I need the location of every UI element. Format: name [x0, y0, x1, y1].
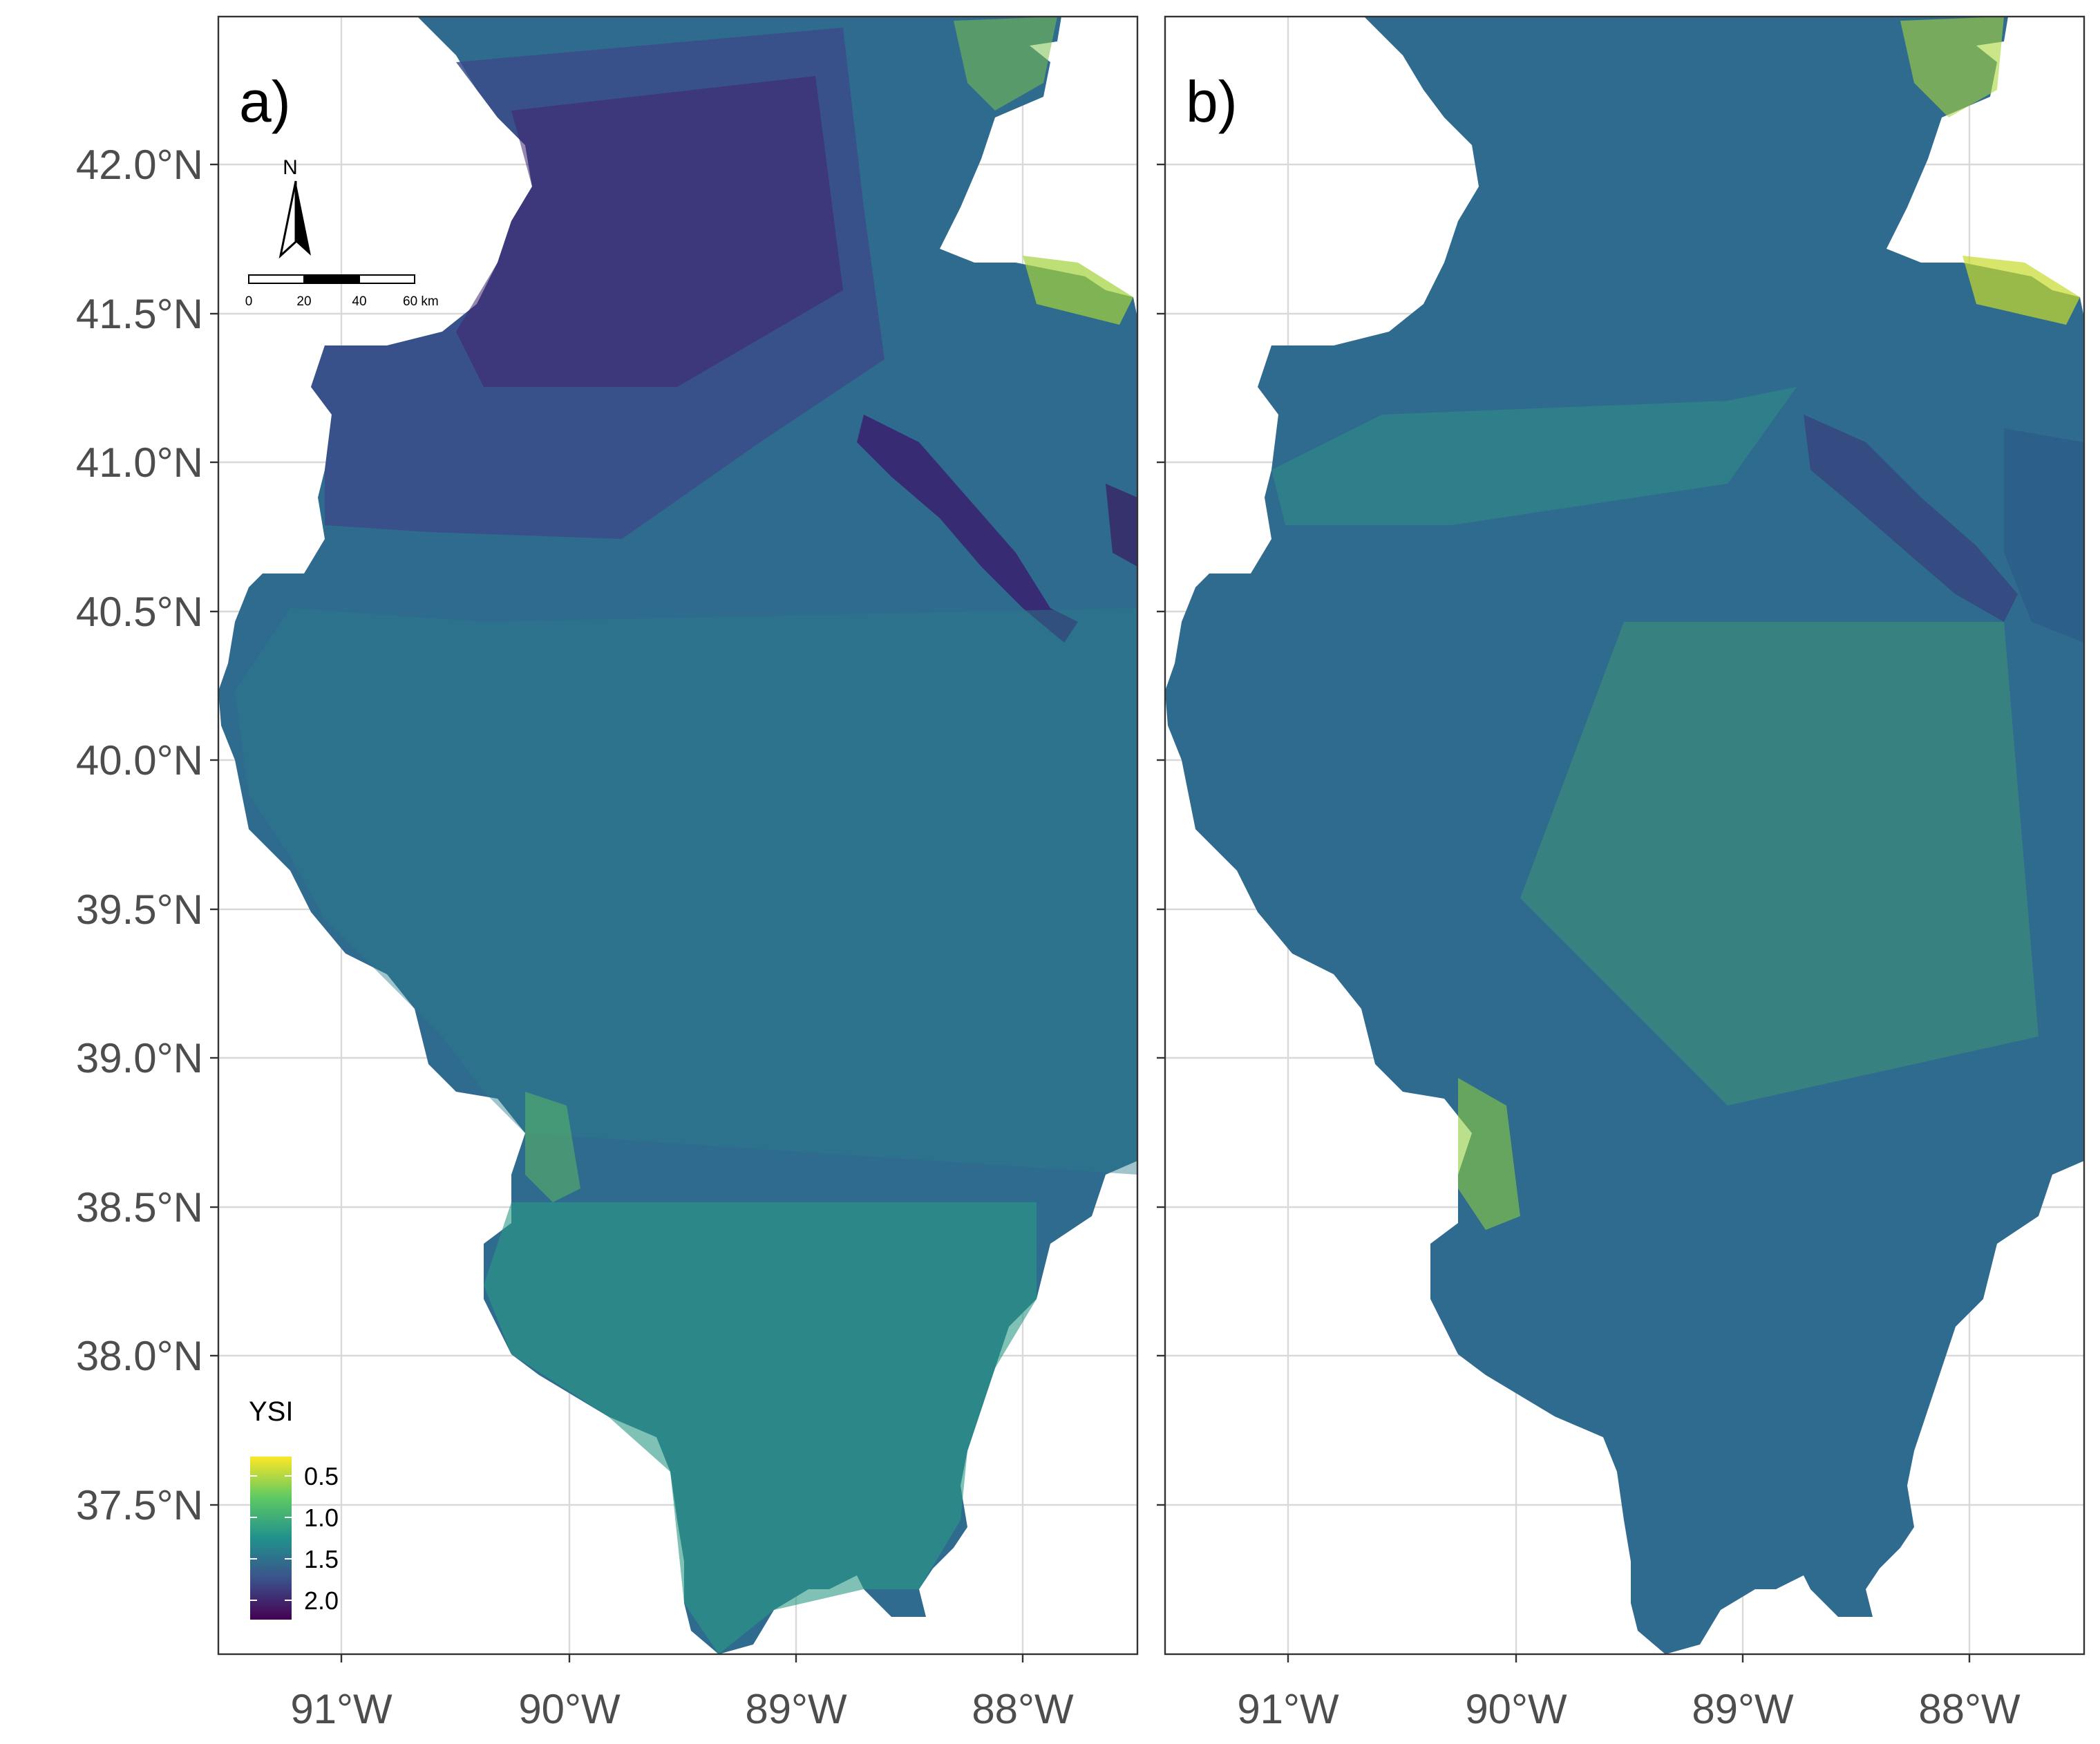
panel-b-label: b) [1186, 69, 1238, 134]
scale-bar: 0 20 40 60 km [245, 274, 439, 309]
panel-b-frame [1164, 15, 2085, 1656]
legend-label: 1.5 [304, 1545, 339, 1573]
x-tick-label: 90°W [518, 1686, 621, 1732]
scale-bar-tick: 0 [245, 294, 253, 309]
y-axis: 42.0°N 41.5°N 41.0°N 40.5°N 40.0°N 39.5°… [76, 142, 1165, 1528]
x-tick-label: 90°W [1465, 1686, 1567, 1732]
y-tick-label: 42.0°N [76, 142, 203, 188]
y-tick-label: 39.5°N [76, 887, 203, 933]
legend-label: 0.5 [304, 1462, 339, 1490]
panel-a-label: a) [239, 69, 291, 134]
y-tick-label: 41.5°N [76, 291, 203, 337]
north-arrow-icon [296, 181, 311, 256]
panel-b-state-map [1165, 17, 2084, 1654]
scale-bar-tick: 60 km [403, 294, 439, 309]
legend-label: 1.0 [304, 1504, 339, 1532]
x-axis-b: 91°W 90°W 89°W 88°W [1237, 1654, 2021, 1732]
x-tick-label: 91°W [290, 1686, 392, 1732]
legend-title: YSI [249, 1396, 293, 1427]
y-tick-label: 38.0°N [76, 1333, 203, 1379]
y-tick-label: 41.0°N [76, 439, 203, 486]
map-panel-a: a) N 0 20 40 60 km YSI [217, 15, 1139, 1656]
map-panel-b: b) [1164, 15, 2085, 1656]
x-tick-label: 89°W [1692, 1686, 1794, 1732]
panel-a-frame [217, 15, 1139, 1656]
north-arrow-label: N [283, 156, 298, 179]
y-tick-label: 40.0°N [76, 737, 203, 784]
y-tick-label: 40.5°N [76, 589, 203, 635]
legend: YSI 0.5 1.0 1.5 2.0 [249, 1396, 339, 1620]
x-tick-label: 89°W [745, 1686, 847, 1732]
x-tick-label: 88°W [972, 1686, 1074, 1732]
x-tick-label: 91°W [1237, 1686, 1339, 1732]
y-tick-label: 38.5°N [76, 1184, 203, 1231]
scale-bar-tick: 40 [352, 294, 366, 309]
y-tick-label: 37.5°N [76, 1482, 203, 1528]
scale-bar-tick: 20 [296, 294, 311, 309]
x-axis-a: 91°W 90°W 89°W 88°W [290, 1654, 1074, 1732]
legend-colorbar [250, 1457, 292, 1620]
panel-a-state-map [218, 17, 1137, 1654]
legend-label: 2.0 [304, 1586, 339, 1615]
x-tick-label: 88°W [1918, 1686, 2021, 1732]
north-arrow: N [278, 156, 311, 259]
y-tick-label: 39.0°N [76, 1035, 203, 1081]
